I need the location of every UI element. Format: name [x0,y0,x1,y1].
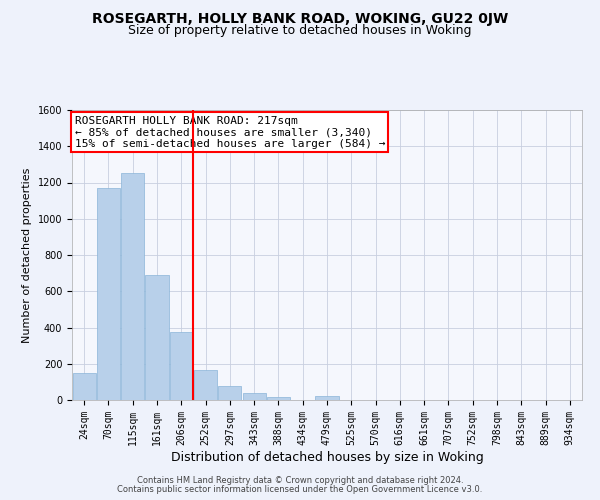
Text: ROSEGARTH HOLLY BANK ROAD: 217sqm
← 85% of detached houses are smaller (3,340)
1: ROSEGARTH HOLLY BANK ROAD: 217sqm ← 85% … [74,116,385,149]
Text: Contains public sector information licensed under the Open Government Licence v3: Contains public sector information licen… [118,484,482,494]
Bar [242,393,266,400]
Y-axis label: Number of detached properties: Number of detached properties [22,168,32,342]
Bar [316,396,338,400]
Text: Size of property relative to detached houses in Woking: Size of property relative to detached ho… [128,24,472,37]
Bar [97,188,120,400]
Bar [121,172,144,400]
Text: ROSEGARTH, HOLLY BANK ROAD, WOKING, GU22 0JW: ROSEGARTH, HOLLY BANK ROAD, WOKING, GU22… [92,12,508,26]
X-axis label: Distribution of detached houses by size in Woking: Distribution of detached houses by size … [170,450,484,464]
Text: Contains HM Land Registry data © Crown copyright and database right 2024.: Contains HM Land Registry data © Crown c… [137,476,463,485]
Bar [218,386,241,400]
Bar [194,370,217,400]
Bar [170,332,193,400]
Bar [73,374,95,400]
Bar [145,275,169,400]
Bar [267,396,290,400]
